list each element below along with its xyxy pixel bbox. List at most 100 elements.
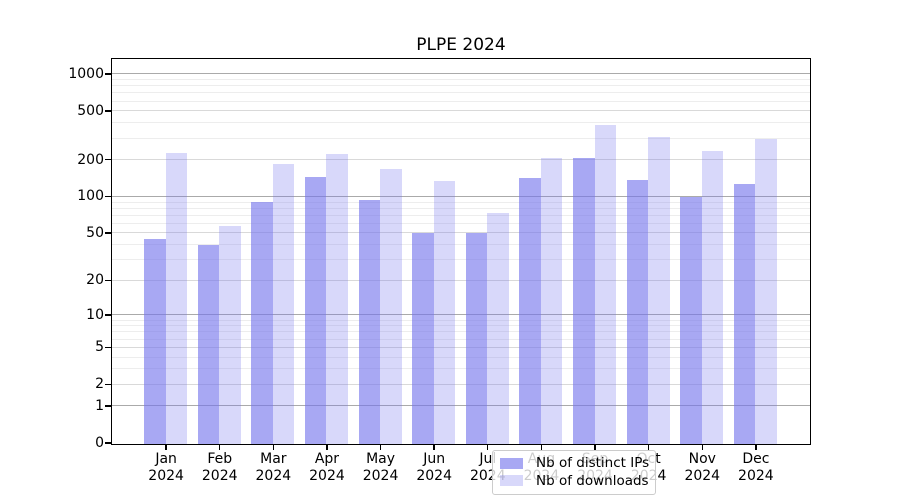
y-tick-label-0: 0 <box>95 435 104 451</box>
x-tick-label-jun: Jun 2024 <box>416 451 452 484</box>
y-tick-mark-1000 <box>105 73 111 75</box>
x-tick-mark-aug <box>540 444 543 450</box>
y-gridline-50 <box>112 232 810 234</box>
y-gridline-minor-6 <box>112 338 810 340</box>
y-gridline-minor-900 <box>112 79 810 81</box>
y-gridline-minor-30 <box>112 259 810 261</box>
bar-downloads-feb <box>219 225 241 444</box>
bar-downloads-nov <box>701 150 724 444</box>
legend-swatch-distinct-ips <box>500 457 523 469</box>
bar-downloads-jul <box>487 212 509 444</box>
y-tick-label-50: 50 <box>86 224 104 241</box>
y-tick-mark-5 <box>105 346 111 348</box>
plot-area: Nb of distinct IPs Nb of downloads <box>111 57 811 495</box>
bar-distinct-ips-apr <box>304 176 327 444</box>
x-tick-mark-nov <box>701 444 703 450</box>
y-tick-mark-100 <box>105 195 111 198</box>
plot-inner <box>112 59 810 444</box>
x-tick-mark-mar <box>272 444 275 450</box>
x-tick-label-feb: Feb 2024 <box>201 451 238 484</box>
bar-downloads-may <box>380 169 402 444</box>
bar-downloads-jan <box>165 152 188 444</box>
legend-item-distinct-ips: Nb of distinct IPs <box>500 455 650 472</box>
y-gridline-minor-60 <box>112 222 810 224</box>
y-gridline-minor-600 <box>112 100 810 102</box>
y-gridline-minor-3 <box>112 368 810 370</box>
y-tick-mark-1 <box>105 405 111 407</box>
y-gridline-500 <box>112 110 810 112</box>
bar-downloads-jun <box>433 180 456 444</box>
y-gridline-200 <box>112 159 810 161</box>
bar-distinct-ips-nov <box>680 196 702 444</box>
bar-distinct-ips-jan <box>144 238 166 444</box>
y-tick-mark-0 <box>105 442 111 444</box>
y-gridline-minor-400 <box>112 122 810 124</box>
bar-downloads-aug <box>540 157 563 444</box>
bar-distinct-ips-dec <box>733 184 756 444</box>
x-tick-mark-dec <box>755 444 757 450</box>
legend-label-downloads: Nb of downloads <box>536 472 649 489</box>
y-gridline-10 <box>112 314 810 316</box>
y-gridline-minor-7 <box>112 331 810 333</box>
bar-downloads-apr <box>326 153 348 444</box>
legend-label-distinct-ips: Nb of distinct IPs <box>536 455 650 472</box>
x-tick-label-jan: Jan 2024 <box>148 451 184 484</box>
x-tick-mark-feb <box>219 444 221 450</box>
y-tick-mark-500 <box>105 110 111 112</box>
y-tick-label-2: 2 <box>95 376 104 393</box>
y-tick-label-100: 100 <box>77 188 104 205</box>
y-gridline-minor-4 <box>112 356 810 358</box>
bar-distinct-ips-feb <box>197 245 220 444</box>
bar-downloads-dec <box>755 138 777 444</box>
y-gridline-1000 <box>112 73 810 75</box>
y-gridline-minor-9 <box>112 319 810 321</box>
x-tick-mark-oct <box>647 444 650 450</box>
bar-downloads-sep <box>594 124 617 444</box>
y-gridline-minor-800 <box>112 85 810 87</box>
y-tick-label-5: 5 <box>95 339 104 356</box>
y-gridline-minor-90 <box>112 201 810 203</box>
x-tick-mark-jun <box>433 444 435 450</box>
y-gridline-minor-700 <box>112 92 810 94</box>
x-tick-mark-jan <box>165 444 167 450</box>
bar-distinct-ips-mar <box>251 201 273 444</box>
x-tick-label-dec: Dec 2024 <box>738 451 774 484</box>
bar-distinct-ips-oct <box>626 179 649 444</box>
y-tick-label-10: 10 <box>86 306 104 323</box>
y-tick-mark-200 <box>105 159 111 161</box>
x-tick-mark-sep <box>594 444 596 450</box>
x-tick-label-mar: Mar 2024 <box>255 451 292 484</box>
x-tick-label-may: May 2024 <box>362 451 399 484</box>
y-gridline-minor-80 <box>112 207 810 209</box>
bar-distinct-ips-sep <box>573 158 595 444</box>
y-gridline-20 <box>112 279 810 281</box>
bar-distinct-ips-aug <box>519 178 541 444</box>
y-gridline-minor-70 <box>112 214 810 216</box>
chart-title: PLPE 2024 <box>416 35 506 55</box>
y-tick-mark-2 <box>105 383 111 385</box>
x-tick-label-nov: Nov 2024 <box>684 451 721 484</box>
legend: Nb of distinct IPs Nb of downloads <box>492 449 656 495</box>
y-gridline-2 <box>112 383 810 385</box>
y-gridline-5 <box>112 346 810 348</box>
y-gridline-minor-40 <box>112 244 810 246</box>
y-gridline-100 <box>112 195 810 197</box>
y-tick-label-20: 20 <box>86 272 104 289</box>
y-tick-label-200: 200 <box>77 151 104 168</box>
bar-distinct-ips-may <box>358 200 381 444</box>
legend-swatch-downloads <box>500 475 523 487</box>
x-tick-mark-jul <box>487 444 489 450</box>
y-gridline-minor-8 <box>112 325 810 327</box>
bar-distinct-ips-jul <box>465 233 488 444</box>
y-tick-mark-10 <box>105 314 111 316</box>
y-tick-mark-20 <box>105 279 111 282</box>
y-tick-mark-50 <box>105 232 111 234</box>
y-gridline-minor-300 <box>112 137 810 139</box>
x-tick-mark-may <box>379 444 382 450</box>
bar-distinct-ips-jun <box>412 233 434 444</box>
y-tick-label-500: 500 <box>77 102 104 119</box>
x-tick-label-apr: Apr 2024 <box>309 451 345 484</box>
bar-downloads-mar <box>272 163 295 444</box>
x-tick-mark-apr <box>326 444 328 450</box>
